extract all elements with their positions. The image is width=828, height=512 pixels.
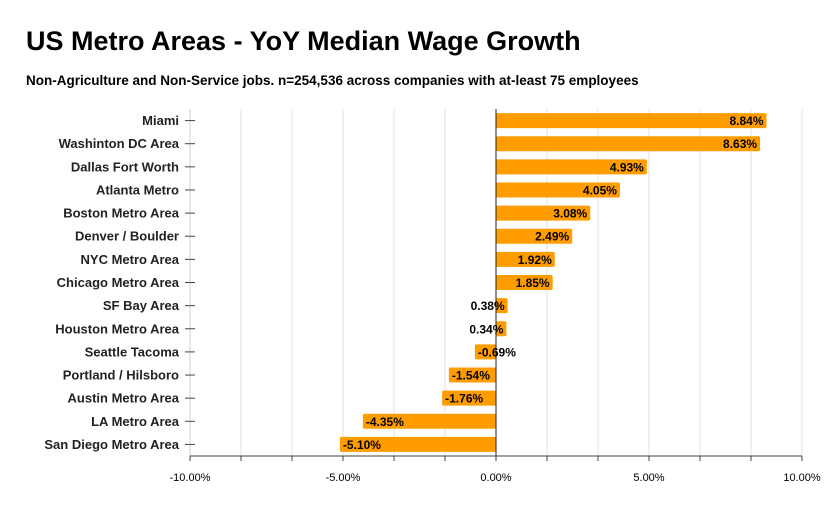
category-label: NYC Metro Area <box>81 252 180 267</box>
data-label: 4.05% <box>583 183 617 197</box>
data-label: -0.69% <box>478 345 516 359</box>
value-labels: 8.84% 8.63% 4.93% 4.05% 3.08% 2.49% 1.92% 1.85%… <box>343 114 764 452</box>
category-label: Boston Metro Area <box>63 206 180 221</box>
bar <box>496 159 647 175</box>
data-label: 3.08% <box>553 207 587 221</box>
x-tick-label: 0.00% <box>480 472 511 484</box>
category-label: LA Metro Area <box>91 414 180 429</box>
category-label: Portland / Hilsboro <box>63 368 179 383</box>
data-label: -4.35% <box>366 415 404 429</box>
category-label: Atlanta Metro <box>96 182 179 197</box>
category-label: Austin Metro Area <box>68 391 180 406</box>
bar <box>448 367 496 383</box>
category-label: Dallas Fort Worth <box>71 159 179 174</box>
bar <box>362 413 496 429</box>
category-label: San Diego Metro Area <box>44 437 179 452</box>
data-label: -1.54% <box>452 369 490 383</box>
category-label: Houston Metro Area <box>55 321 180 336</box>
data-label: 2.49% <box>535 230 569 244</box>
bar <box>496 228 573 244</box>
bar <box>474 344 496 360</box>
bar <box>496 136 761 152</box>
category-label: Miami <box>142 113 179 128</box>
data-label: 0.34% <box>469 322 503 336</box>
x-tick-label: 5.00% <box>633 472 664 484</box>
data-label: 1.92% <box>518 253 552 267</box>
bar <box>339 436 496 452</box>
data-label: 4.93% <box>610 160 644 174</box>
data-label: 8.84% <box>729 114 763 128</box>
x-tick-label: -5.00% <box>326 472 361 484</box>
category-axis <box>185 109 195 456</box>
bar <box>496 182 620 198</box>
category-label: Chicago Metro Area <box>57 275 180 290</box>
data-label: -5.10% <box>343 438 381 452</box>
bar <box>496 321 507 337</box>
data-label: 8.63% <box>723 137 757 151</box>
x-tick-label: -10.00% <box>170 472 211 484</box>
bars <box>339 113 767 452</box>
x-tick-label: 10.00% <box>783 472 821 484</box>
chart-subtitle: Non-Agriculture and Non-Service jobs. n=… <box>26 73 639 88</box>
data-label: 0.38% <box>471 299 505 313</box>
bar <box>496 251 555 267</box>
bar <box>442 390 496 406</box>
category-label: Seattle Tacoma <box>85 344 180 359</box>
bar <box>496 275 553 290</box>
category-label: Washinton DC Area <box>59 136 180 151</box>
bar <box>496 113 767 129</box>
chart-title: US Metro Areas - YoY Median Wage Growth <box>26 26 581 56</box>
bar <box>496 298 508 314</box>
x-axis: -10.00% -5.00% 0.00% 5.00% 10.00% <box>170 455 821 484</box>
category-labels: Miami Washinton DC Area Dallas Fort Worth A… <box>44 113 179 452</box>
data-label: -1.76% <box>445 392 483 406</box>
category-label: Denver / Boulder <box>75 229 179 244</box>
category-label: SF Bay Area <box>103 298 180 313</box>
bar <box>496 205 591 221</box>
data-label: 1.85% <box>516 276 550 290</box>
